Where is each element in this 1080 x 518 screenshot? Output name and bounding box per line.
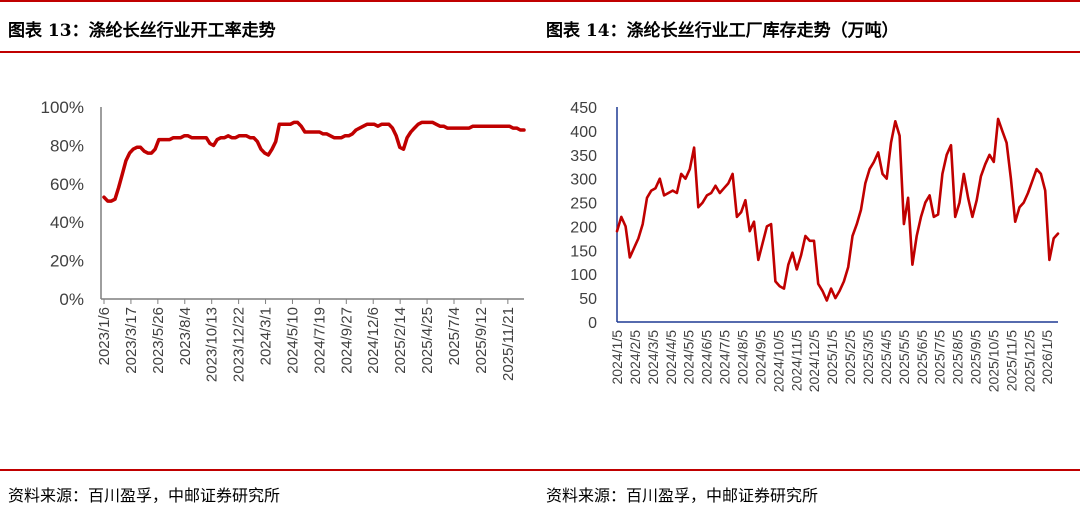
x-tick-label: 2024/3/1 (258, 307, 275, 365)
header-rule (0, 51, 1080, 53)
x-tick-label: 2024/9/5 (752, 330, 768, 385)
x-tick-label: 2024/2/5 (627, 330, 643, 385)
x-tick-label: 2025/6/5 (914, 330, 930, 385)
left-chart-title: 图表 13：涤纶长丝行业开工率走势 (8, 21, 276, 41)
x-tick-label: 2024/9/27 (338, 307, 355, 374)
y-tick-label: 100 (570, 267, 597, 284)
x-tick-label: 2025/9/5 (968, 330, 984, 385)
x-tick-label: 2024/3/5 (645, 330, 661, 385)
x-tick-label: 2025/5/5 (896, 330, 912, 385)
y-tick-label: 0 (588, 315, 597, 332)
y-tick-label: 450 (570, 100, 597, 117)
x-tick-label: 2023/3/17 (123, 307, 140, 374)
x-tick-label: 2025/8/5 (950, 330, 966, 385)
x-tick-label: 2025/11/5 (1003, 330, 1019, 391)
series-line (102, 120, 526, 203)
y-tick-label: 80% (50, 136, 84, 155)
y-tick-label: 350 (570, 148, 597, 165)
x-tick-label: 2023/1/6 (96, 307, 113, 365)
x-tick-label: 2023/12/22 (231, 307, 248, 382)
x-tick-label: 2024/11/5 (788, 330, 804, 391)
y-tick-label: 40% (50, 213, 84, 232)
y-tick-label: 0% (59, 290, 84, 309)
x-tick-label: 2024/4/5 (663, 330, 679, 385)
x-tick-label: 2024/5/5 (681, 330, 697, 385)
x-tick-label: 2024/5/10 (284, 307, 301, 374)
left-source-note: 资料来源：百川盈孚，中邮证券研究所 (8, 486, 281, 505)
x-tick-label: 2025/2/14 (392, 307, 409, 374)
x-tick-label: 2023/10/13 (204, 307, 221, 382)
y-tick-label: 200 (570, 219, 597, 236)
x-tick-label: 2025/4/5 (878, 330, 894, 385)
right-chart-title: 图表 14：涤纶长丝行业工厂库存走势（万吨） (546, 21, 899, 41)
y-tick-label: 50 (579, 291, 597, 308)
y-tick-label: 150 (570, 243, 597, 260)
y-tick-label: 20% (50, 252, 84, 271)
x-tick-label: 2026/1/5 (1039, 330, 1055, 385)
x-tick-label: 2024/8/5 (734, 330, 750, 385)
x-tick-label: 2024/10/5 (770, 330, 786, 392)
x-tick-label: 2024/6/5 (699, 330, 715, 385)
x-tick-label: 2025/1/5 (824, 330, 840, 385)
x-tick-label: 2025/10/5 (985, 330, 1001, 392)
top-rule (0, 0, 1080, 2)
y-tick-label: 300 (570, 172, 597, 189)
series-line (615, 117, 1060, 302)
y-tick-label: 60% (50, 175, 84, 194)
x-tick-label: 2025/3/5 (860, 330, 876, 385)
y-tick-label: 250 (570, 196, 597, 213)
x-tick-label: 2023/8/4 (177, 307, 194, 365)
x-tick-label: 2025/2/5 (842, 330, 858, 385)
footer-rule (0, 469, 1080, 471)
y-tick-label: 400 (570, 124, 597, 141)
right-source-note: 资料来源：百川盈孚，中邮证券研究所 (546, 486, 819, 505)
x-tick-label: 2024/7/19 (311, 307, 328, 374)
x-tick-label: 2023/5/26 (150, 307, 167, 374)
x-tick-label: 2025/7/4 (446, 307, 463, 365)
x-tick-label: 2025/4/25 (419, 307, 436, 374)
x-tick-label: 2025/7/5 (932, 330, 948, 385)
x-tick-label: 2024/7/5 (717, 330, 733, 385)
x-tick-label: 2024/12/6 (365, 307, 382, 374)
x-tick-label: 2025/9/12 (473, 307, 490, 374)
x-tick-label: 2025/12/5 (1021, 330, 1037, 392)
x-tick-label: 2024/12/5 (806, 330, 822, 392)
x-tick-label: 2025/11/21 (500, 307, 517, 381)
x-tick-label: 2024/1/5 (609, 330, 625, 385)
y-tick-label: 100% (41, 98, 84, 117)
